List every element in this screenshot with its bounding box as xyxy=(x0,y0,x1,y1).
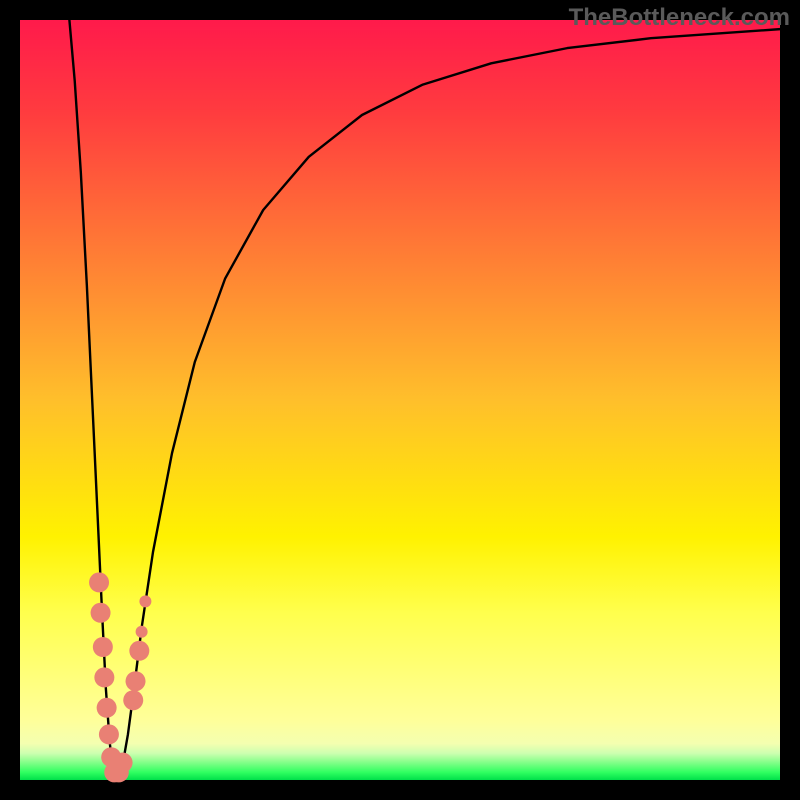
data-point xyxy=(123,690,143,710)
data-point xyxy=(89,572,109,592)
chart-svg xyxy=(0,0,800,800)
data-point xyxy=(136,626,148,638)
data-point xyxy=(97,698,117,718)
watermark-text: TheBottleneck.com xyxy=(569,4,790,32)
data-point xyxy=(113,753,133,773)
data-point xyxy=(129,641,149,661)
data-point xyxy=(99,724,119,744)
data-point xyxy=(139,595,151,607)
data-point xyxy=(126,671,146,691)
plot-background xyxy=(20,20,780,780)
data-point xyxy=(91,603,111,623)
data-point xyxy=(94,667,114,687)
chart-container: TheBottleneck.com xyxy=(0,0,800,800)
data-point xyxy=(93,637,113,657)
